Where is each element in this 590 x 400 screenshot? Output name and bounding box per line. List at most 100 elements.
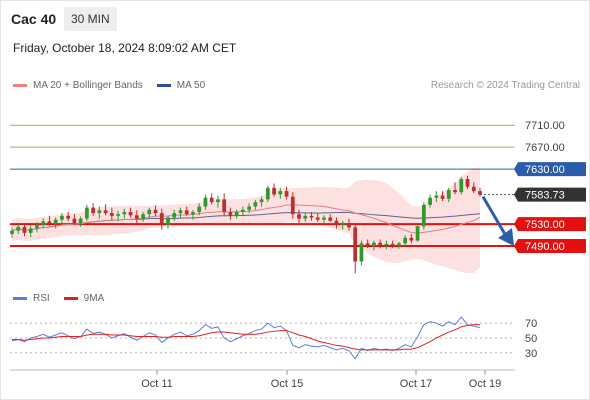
- candle: [309, 212, 314, 221]
- candle-body: [222, 199, 227, 212]
- candle-body: [35, 225, 39, 229]
- candle: [191, 209, 195, 220]
- candle: [97, 206, 102, 219]
- candle-body: [78, 218, 83, 223]
- rsi-tick-label: 30: [525, 348, 537, 360]
- candle-body: [315, 217, 320, 220]
- candle: [128, 207, 133, 218]
- candle-body: [478, 191, 482, 195]
- rsi-9ma-line: [12, 324, 480, 351]
- candle-body: [440, 195, 445, 199]
- candle-body: [66, 215, 71, 219]
- candle: [16, 224, 21, 234]
- arrow-head: [498, 228, 514, 247]
- candle-body: [109, 213, 114, 216]
- rsi-tick-label: 70: [525, 318, 537, 330]
- candle-body: [471, 186, 476, 192]
- candle: [72, 214, 77, 226]
- candle: [10, 227, 14, 238]
- candle-body: [153, 209, 158, 214]
- candle-body: [184, 210, 189, 215]
- level-tag: [514, 217, 586, 232]
- candle-body: [265, 187, 270, 200]
- candle: [78, 216, 83, 227]
- candle-body: [134, 215, 139, 219]
- candle: [440, 191, 445, 202]
- candle: [253, 199, 258, 210]
- instrument-title: Cac 40: [11, 11, 57, 27]
- candle-body: [53, 219, 58, 225]
- candle: [446, 187, 451, 203]
- legend-item-ma20: MA 20 + Bollinger Bands: [13, 80, 143, 91]
- candle-body: [10, 230, 14, 234]
- candle-body: [259, 199, 264, 203]
- rsi-legend: RSI 9MA: [13, 293, 104, 304]
- candle-body: [147, 209, 152, 215]
- candle: [159, 208, 164, 230]
- candle-body: [203, 197, 208, 207]
- candle: [372, 240, 376, 251]
- timestamp: Friday, October 18, 2024 8:09:02 AM CET: [13, 41, 237, 55]
- legend-swatch-ma50: [156, 84, 171, 87]
- candle: [259, 196, 264, 207]
- candle: [153, 205, 158, 217]
- candle-body: [428, 197, 432, 205]
- candle: [247, 203, 251, 214]
- candle-body: [85, 207, 89, 219]
- candle: [359, 240, 364, 266]
- candle-body: [390, 243, 395, 247]
- legend-swatch-ma20: [13, 84, 27, 87]
- candle-body: [453, 190, 457, 193]
- candle: [328, 214, 333, 222]
- candle: [228, 207, 233, 220]
- candle-body: [359, 243, 364, 262]
- candle-body: [465, 179, 470, 187]
- candle: [353, 224, 358, 274]
- candle-body: [234, 212, 239, 216]
- candle-body: [284, 191, 289, 197]
- candle: [334, 217, 339, 229]
- candle-body: [353, 227, 358, 262]
- candle: [465, 175, 470, 189]
- candle-body: [421, 204, 426, 227]
- candle: [66, 212, 71, 222]
- candle-body: [434, 195, 439, 198]
- candle: [241, 206, 245, 216]
- candle-body: [272, 187, 276, 195]
- candle-body: [347, 222, 351, 228]
- level-label-7710-00: 7710.00: [525, 120, 565, 132]
- candle-body: [178, 210, 183, 214]
- candle-body: [253, 202, 258, 207]
- legend-label-ma50: MA 50: [176, 80, 206, 91]
- level-text: 7630.00: [525, 164, 565, 176]
- candle: [265, 185, 270, 203]
- candle: [147, 207, 152, 219]
- credit-text: Research © 2024 Trading Central: [430, 80, 580, 91]
- level-labels: 7710.00 7670.00 7630.00 7583.73 7530.00 7490.…: [514, 120, 586, 254]
- candle: [347, 218, 351, 231]
- candle-body: [216, 199, 220, 203]
- candle: [222, 193, 227, 216]
- candle: [60, 213, 64, 225]
- candle-body: [446, 190, 451, 199]
- candle: [428, 194, 432, 208]
- candle: [340, 220, 345, 230]
- level-text: 7490.00: [525, 241, 565, 253]
- candle-body: [103, 210, 108, 214]
- candle: [409, 233, 414, 244]
- level-label-7630-00: 7630.00: [514, 162, 586, 177]
- candles: [10, 175, 482, 274]
- candle: [384, 240, 389, 250]
- candle: [53, 217, 58, 229]
- legend-swatch-9ma: [63, 297, 78, 300]
- candle: [278, 187, 283, 199]
- candle-body: [340, 222, 345, 226]
- timeframe-button[interactable]: 30 MIN: [64, 7, 117, 31]
- candle-body: [415, 226, 420, 241]
- candle: [390, 240, 395, 249]
- candle: [47, 215, 52, 227]
- candle: [421, 202, 426, 230]
- candle: [85, 204, 89, 221]
- candle-body: [172, 213, 177, 218]
